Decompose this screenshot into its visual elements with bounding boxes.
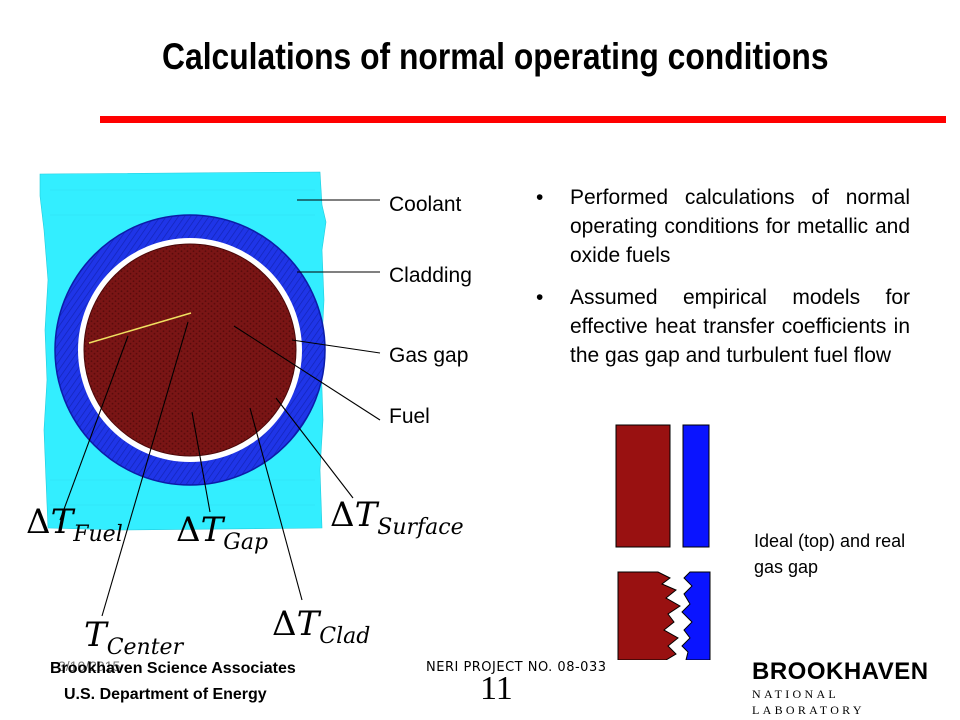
bullet-item: Assumed empirical models for effective h…	[534, 283, 910, 370]
slide-number: 11	[480, 670, 513, 707]
leader-dt-clad	[249, 407, 303, 601]
logo-brand: BROOKHAVEN	[752, 658, 929, 685]
footer-date: 3/10/2015	[58, 658, 121, 674]
fuel-core	[84, 244, 296, 456]
bullet-list: Performed calculations of normal operati…	[534, 183, 910, 383]
gas-gap-caption: Ideal (top) and real gas gap	[754, 531, 906, 577]
label-cladding: Cladding	[389, 264, 472, 287]
t-center-label: TCenter	[84, 615, 184, 660]
ideal-clad-block	[682, 424, 710, 548]
footer-org-line2: U.S. Department of Energy	[64, 686, 267, 703]
gas-gap-figure	[615, 424, 711, 660]
bullet-item: Performed calculations of normal operati…	[534, 183, 910, 270]
dt-clad-label: ΔTClad	[272, 604, 371, 649]
footer-org-line1: Brookhaven Science Associates	[50, 660, 296, 677]
leader-dt-fuel	[59, 335, 129, 521]
dt-fuel-label: ΔTFuel	[26, 502, 123, 547]
dt-gap-label: ΔTGap	[176, 510, 269, 555]
logo-subtitle: NATIONAL LABORATORY	[752, 687, 865, 717]
dt-surface-label: ΔTSurface	[330, 495, 464, 540]
label-gas-gap: Gas gap	[389, 344, 469, 367]
title-rule	[100, 116, 946, 123]
label-coolant: Coolant	[389, 193, 462, 216]
radius-line	[88, 312, 192, 344]
leader-t-center	[101, 321, 189, 617]
leader-gas-gap	[291, 339, 381, 354]
page-title: Calculations of normal operating conditi…	[162, 36, 829, 77]
leader-dt-surface	[275, 397, 354, 499]
real-clad-block	[681, 571, 711, 660]
ideal-fuel-block	[615, 424, 671, 548]
real-fuel-block	[617, 571, 681, 660]
leader-dt-gap	[191, 411, 211, 513]
leader-fuel	[233, 325, 381, 421]
label-fuel: Fuel	[389, 405, 430, 428]
footer-project: NERI PROJECT NO. 08-033	[426, 660, 607, 675]
footer-organization: Brookhaven Science Associates U.S. Depar…	[50, 656, 320, 708]
brookhaven-logo: BROOKHAVEN NATIONAL LABORATORY	[752, 658, 948, 718]
